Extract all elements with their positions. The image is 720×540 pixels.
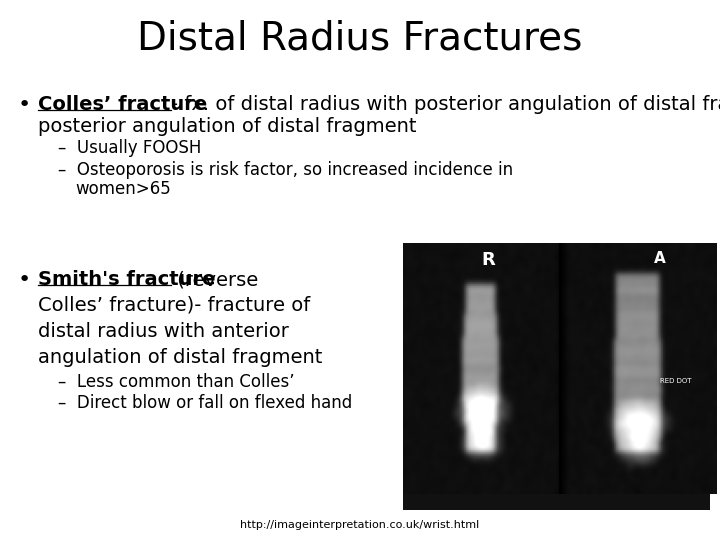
Text: posterior angulation of distal fragment: posterior angulation of distal fragment [38,117,416,136]
Text: Smith's fracture: Smith's fracture [38,270,215,289]
Text: •: • [18,270,31,290]
Text: angulation of distal fragment: angulation of distal fragment [38,348,323,367]
Text: - fx. of distal radius with posterior angulation of distal fragment: - fx. of distal radius with posterior an… [171,95,720,114]
Text: •: • [18,95,31,115]
Text: –  Osteoporosis is risk factor, so increased incidence in: – Osteoporosis is risk factor, so increa… [58,161,513,179]
Text: Distal Radius Fractures: Distal Radius Fractures [138,19,582,57]
Text: R: R [481,251,495,268]
Text: (reverse: (reverse [171,270,258,289]
Text: http://imageinterpretation.co.uk/wrist.html: http://imageinterpretation.co.uk/wrist.h… [240,520,480,530]
Text: –  Usually FOOSH: – Usually FOOSH [58,139,202,157]
Bar [403,262,710,510]
Text: distal radius with anterior: distal radius with anterior [38,322,289,341]
Text: Colles’ fracture: Colles’ fracture [38,95,207,114]
Text: –  Less common than Colles’: – Less common than Colles’ [58,373,294,391]
Text: women>65: women>65 [75,180,171,198]
Text: RED DOT: RED DOT [660,378,691,384]
Text: A: A [654,251,666,266]
Text: Colles’ fracture)- fracture of: Colles’ fracture)- fracture of [38,296,310,315]
Text: –  Direct blow or fall on flexed hand: – Direct blow or fall on flexed hand [58,395,352,413]
